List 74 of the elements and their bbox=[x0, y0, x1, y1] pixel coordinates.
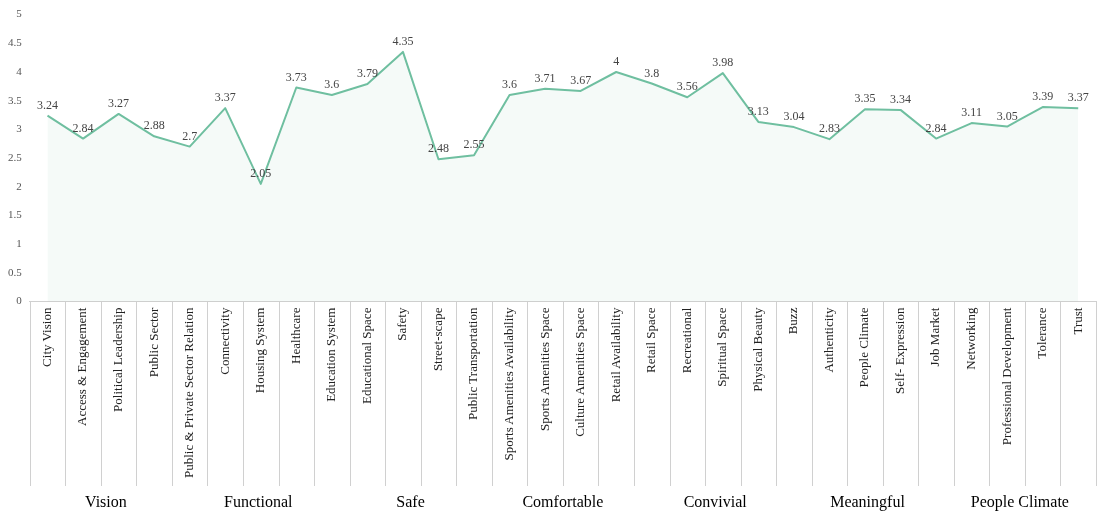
data-label: 3.6 bbox=[502, 77, 518, 92]
y-tick-label: 3.5 bbox=[8, 93, 23, 106]
x-tick-label: Spiritual Space bbox=[714, 307, 730, 387]
y-tick-label: 4 bbox=[16, 64, 23, 77]
y-tick-label: 0 bbox=[16, 294, 23, 307]
data-label: 3.73 bbox=[285, 69, 307, 84]
data-label: 3.37 bbox=[1067, 90, 1089, 105]
text: Meaningful bbox=[830, 493, 906, 512]
y-tick-label: 4.5 bbox=[8, 36, 23, 49]
x-tick-label: Retail Availability bbox=[607, 307, 623, 403]
text: People Climate bbox=[970, 493, 1069, 512]
data-label: 3.24 bbox=[37, 97, 59, 112]
y-tick-label: 2 bbox=[16, 179, 22, 192]
x-tick-label: Job Market bbox=[927, 307, 943, 367]
y-tick-label: 5 bbox=[16, 7, 23, 20]
data-label: 3.35 bbox=[854, 91, 876, 106]
text: Convivial bbox=[683, 493, 748, 511]
x-tick-label: Self- Expression bbox=[891, 307, 907, 394]
data-label: 3.6 bbox=[324, 77, 340, 92]
data-label: 3.39 bbox=[1032, 89, 1054, 104]
text: Safe bbox=[396, 493, 425, 511]
x-tick-label: Street-scape bbox=[429, 307, 445, 372]
x-tick-label: Sports Amenities Availability bbox=[500, 307, 516, 461]
x-tick-label: Authenticity bbox=[820, 307, 836, 373]
text: Vision bbox=[85, 493, 127, 511]
y-tick-label: 1 bbox=[16, 237, 22, 250]
y-tick-label: 3 bbox=[16, 122, 23, 135]
x-tick-label: Public & Private Sector Relation bbox=[181, 307, 197, 479]
y-tick-label: 0.5 bbox=[8, 265, 23, 278]
data-label: 4.35 bbox=[392, 34, 414, 49]
x-tick-label: Sports Amenities Space bbox=[536, 307, 552, 432]
data-label: 3.67 bbox=[570, 73, 592, 88]
data-label: 3.04 bbox=[783, 109, 805, 124]
data-label: 3.98 bbox=[712, 55, 734, 70]
x-tick-label: People Climate bbox=[856, 307, 872, 388]
x-tick-label: Recreational bbox=[678, 307, 694, 374]
data-label: 4 bbox=[613, 54, 620, 69]
text: Comfortable bbox=[522, 493, 604, 511]
x-tick-label: Buzz bbox=[785, 307, 801, 335]
y-tick-label: 1.5 bbox=[8, 208, 23, 221]
x-tick-label: Access & Engagement bbox=[74, 307, 90, 426]
x-tick-label: Culture Amenities Space bbox=[572, 307, 588, 437]
data-label: 3.71 bbox=[534, 70, 556, 85]
x-tick-label: Political Leadership bbox=[110, 307, 126, 412]
data-label: 3.34 bbox=[890, 92, 912, 107]
x-tick-label: Trust bbox=[1069, 307, 1085, 335]
data-label: 3.79 bbox=[356, 66, 378, 81]
data-label: 2.84 bbox=[925, 120, 947, 135]
x-tick-label: Connectivity bbox=[216, 307, 232, 375]
x-tick-label: Education System bbox=[323, 307, 339, 402]
data-label: 2.88 bbox=[143, 118, 165, 133]
x-tick-label: Retail Space bbox=[643, 307, 659, 373]
x-tick-label: Tolerance bbox=[1034, 307, 1050, 359]
x-tick-label: Housing System bbox=[252, 307, 268, 394]
data-label: 3.27 bbox=[108, 96, 130, 111]
data-label: 3.37 bbox=[214, 90, 236, 105]
x-tick-label: Public Sector bbox=[145, 306, 161, 378]
data-label: 2.84 bbox=[72, 120, 94, 135]
x-tick-label: Educational Space bbox=[358, 307, 374, 404]
x-tick-label: Public Transportation bbox=[465, 307, 481, 420]
data-label: 3.56 bbox=[676, 79, 698, 94]
x-tick-label: Physical Beauty bbox=[749, 307, 765, 392]
data-label: 2.83 bbox=[818, 121, 840, 136]
x-tick-label: Healthcare bbox=[287, 307, 303, 364]
data-label: 3.05 bbox=[996, 108, 1018, 123]
data-label: 3.8 bbox=[644, 65, 660, 80]
text: Functional bbox=[224, 493, 294, 511]
x-tick-label: Networking bbox=[963, 307, 979, 370]
x-tick-label: Safety bbox=[394, 307, 410, 341]
data-label: 3.11 bbox=[961, 105, 982, 120]
y-tick-label: 2.5 bbox=[8, 150, 23, 163]
x-tick-label: City Vision bbox=[38, 307, 54, 367]
x-tick-label: Professional Development bbox=[998, 307, 1014, 446]
data-label: 2.7 bbox=[182, 128, 198, 143]
